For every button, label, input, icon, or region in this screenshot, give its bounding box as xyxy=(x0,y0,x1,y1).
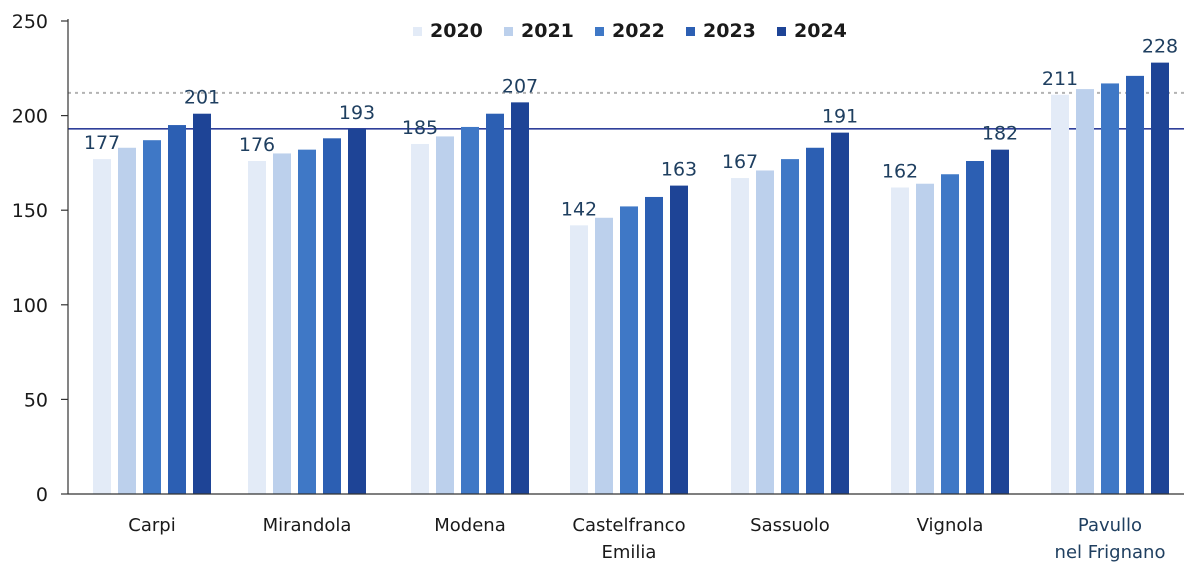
bar-2023[interactable] xyxy=(1126,75,1144,495)
legend-swatch-2023 xyxy=(686,27,695,36)
data-label: 201 xyxy=(184,87,220,109)
category-label: Emilia xyxy=(602,542,657,563)
bar-2024[interactable] xyxy=(670,185,688,494)
bar-2020[interactable] xyxy=(570,225,588,494)
bar-2020[interactable] xyxy=(248,161,266,494)
legend-label-2022[interactable]: 2022 xyxy=(612,20,665,42)
bar-2021[interactable] xyxy=(916,183,934,494)
legend[interactable]: 2020 2021 2022 2023 2024 xyxy=(413,20,847,42)
bar-2024[interactable] xyxy=(511,102,529,494)
data-label: 185 xyxy=(402,117,438,139)
data-label: 162 xyxy=(882,160,918,182)
bars-layer xyxy=(93,62,1169,495)
bar-2020[interactable] xyxy=(411,143,429,495)
bar-2023[interactable] xyxy=(966,161,984,494)
bar-2024[interactable] xyxy=(348,128,366,494)
bar-2020[interactable] xyxy=(93,159,111,494)
data-label: 167 xyxy=(722,151,758,173)
legend-swatch-2020 xyxy=(413,27,422,36)
bar-2022[interactable] xyxy=(298,149,316,494)
legend-label-2024[interactable]: 2024 xyxy=(794,20,847,42)
bar-2022[interactable] xyxy=(620,206,638,494)
category-label: Castelfranco xyxy=(572,515,685,536)
reference-lines xyxy=(68,91,1184,130)
bar-2022[interactable] xyxy=(1101,83,1119,494)
data-label: 193 xyxy=(339,102,375,124)
bar-2022[interactable] xyxy=(143,140,161,495)
bar-2021[interactable] xyxy=(756,170,774,494)
x-axis: Carpi Mirandola Modena Castelfranco Emilia Sa… xyxy=(68,493,1184,563)
category-label: Pavullo xyxy=(1078,515,1142,536)
bar-2023[interactable] xyxy=(168,125,186,494)
data-label: 163 xyxy=(661,159,697,181)
y-tick-label: 0 xyxy=(36,484,48,506)
bar-2021[interactable] xyxy=(436,136,454,495)
y-axis: 0 50 100 150 200 250 xyxy=(12,11,69,506)
bar-2022[interactable] xyxy=(781,159,799,494)
bar-2023[interactable] xyxy=(645,196,663,494)
bar-2023[interactable] xyxy=(806,147,824,494)
y-tick-label: 100 xyxy=(12,295,48,317)
legend-label-2020[interactable]: 2020 xyxy=(430,20,483,42)
y-tick-label: 250 xyxy=(12,11,48,33)
category-label: Modena xyxy=(434,515,505,536)
y-tick-label: 150 xyxy=(12,200,48,222)
data-label: 207 xyxy=(502,75,538,97)
bar-2023[interactable] xyxy=(486,113,504,494)
bar-2023[interactable] xyxy=(323,138,341,494)
data-label: 177 xyxy=(84,132,120,154)
bar-2021[interactable] xyxy=(118,147,136,494)
legend-swatch-2024 xyxy=(777,27,786,36)
category-label: nel Frignano xyxy=(1055,542,1166,563)
bar-2024[interactable] xyxy=(1151,62,1169,495)
y-tick-label: 200 xyxy=(12,106,48,128)
legend-swatch-2021 xyxy=(504,27,513,36)
bar-2021[interactable] xyxy=(273,153,291,494)
category-label: Vignola xyxy=(917,515,984,536)
bar-2024[interactable] xyxy=(991,149,1009,494)
bar-2020[interactable] xyxy=(731,178,749,494)
legend-label-2021[interactable]: 2021 xyxy=(521,20,574,42)
bar-2021[interactable] xyxy=(1076,89,1094,494)
data-label: 228 xyxy=(1142,36,1178,58)
legend-swatch-2022 xyxy=(595,27,604,36)
legend-label-2023[interactable]: 2023 xyxy=(703,20,756,42)
category-label: Sassuolo xyxy=(750,515,830,536)
data-label: 176 xyxy=(239,134,275,156)
bar-2024[interactable] xyxy=(831,132,849,495)
data-label: 182 xyxy=(982,123,1018,145)
bar-2022[interactable] xyxy=(461,126,479,495)
bar-2020[interactable] xyxy=(891,187,909,494)
data-label: 191 xyxy=(822,106,858,128)
bar-2022[interactable] xyxy=(941,174,959,494)
y-tick-label: 50 xyxy=(24,389,48,411)
data-label: 211 xyxy=(1042,68,1078,90)
data-label: 142 xyxy=(561,198,597,220)
category-label: Mirandola xyxy=(263,515,352,536)
bar-2020[interactable] xyxy=(1051,94,1069,495)
bar-2021[interactable] xyxy=(595,217,613,494)
bar-2024[interactable] xyxy=(193,113,211,494)
category-label: Carpi xyxy=(128,515,175,536)
data-labels-layer: 177 201 176 193 185 207 142 163 167 191 162 182 211 2… xyxy=(84,36,1178,221)
